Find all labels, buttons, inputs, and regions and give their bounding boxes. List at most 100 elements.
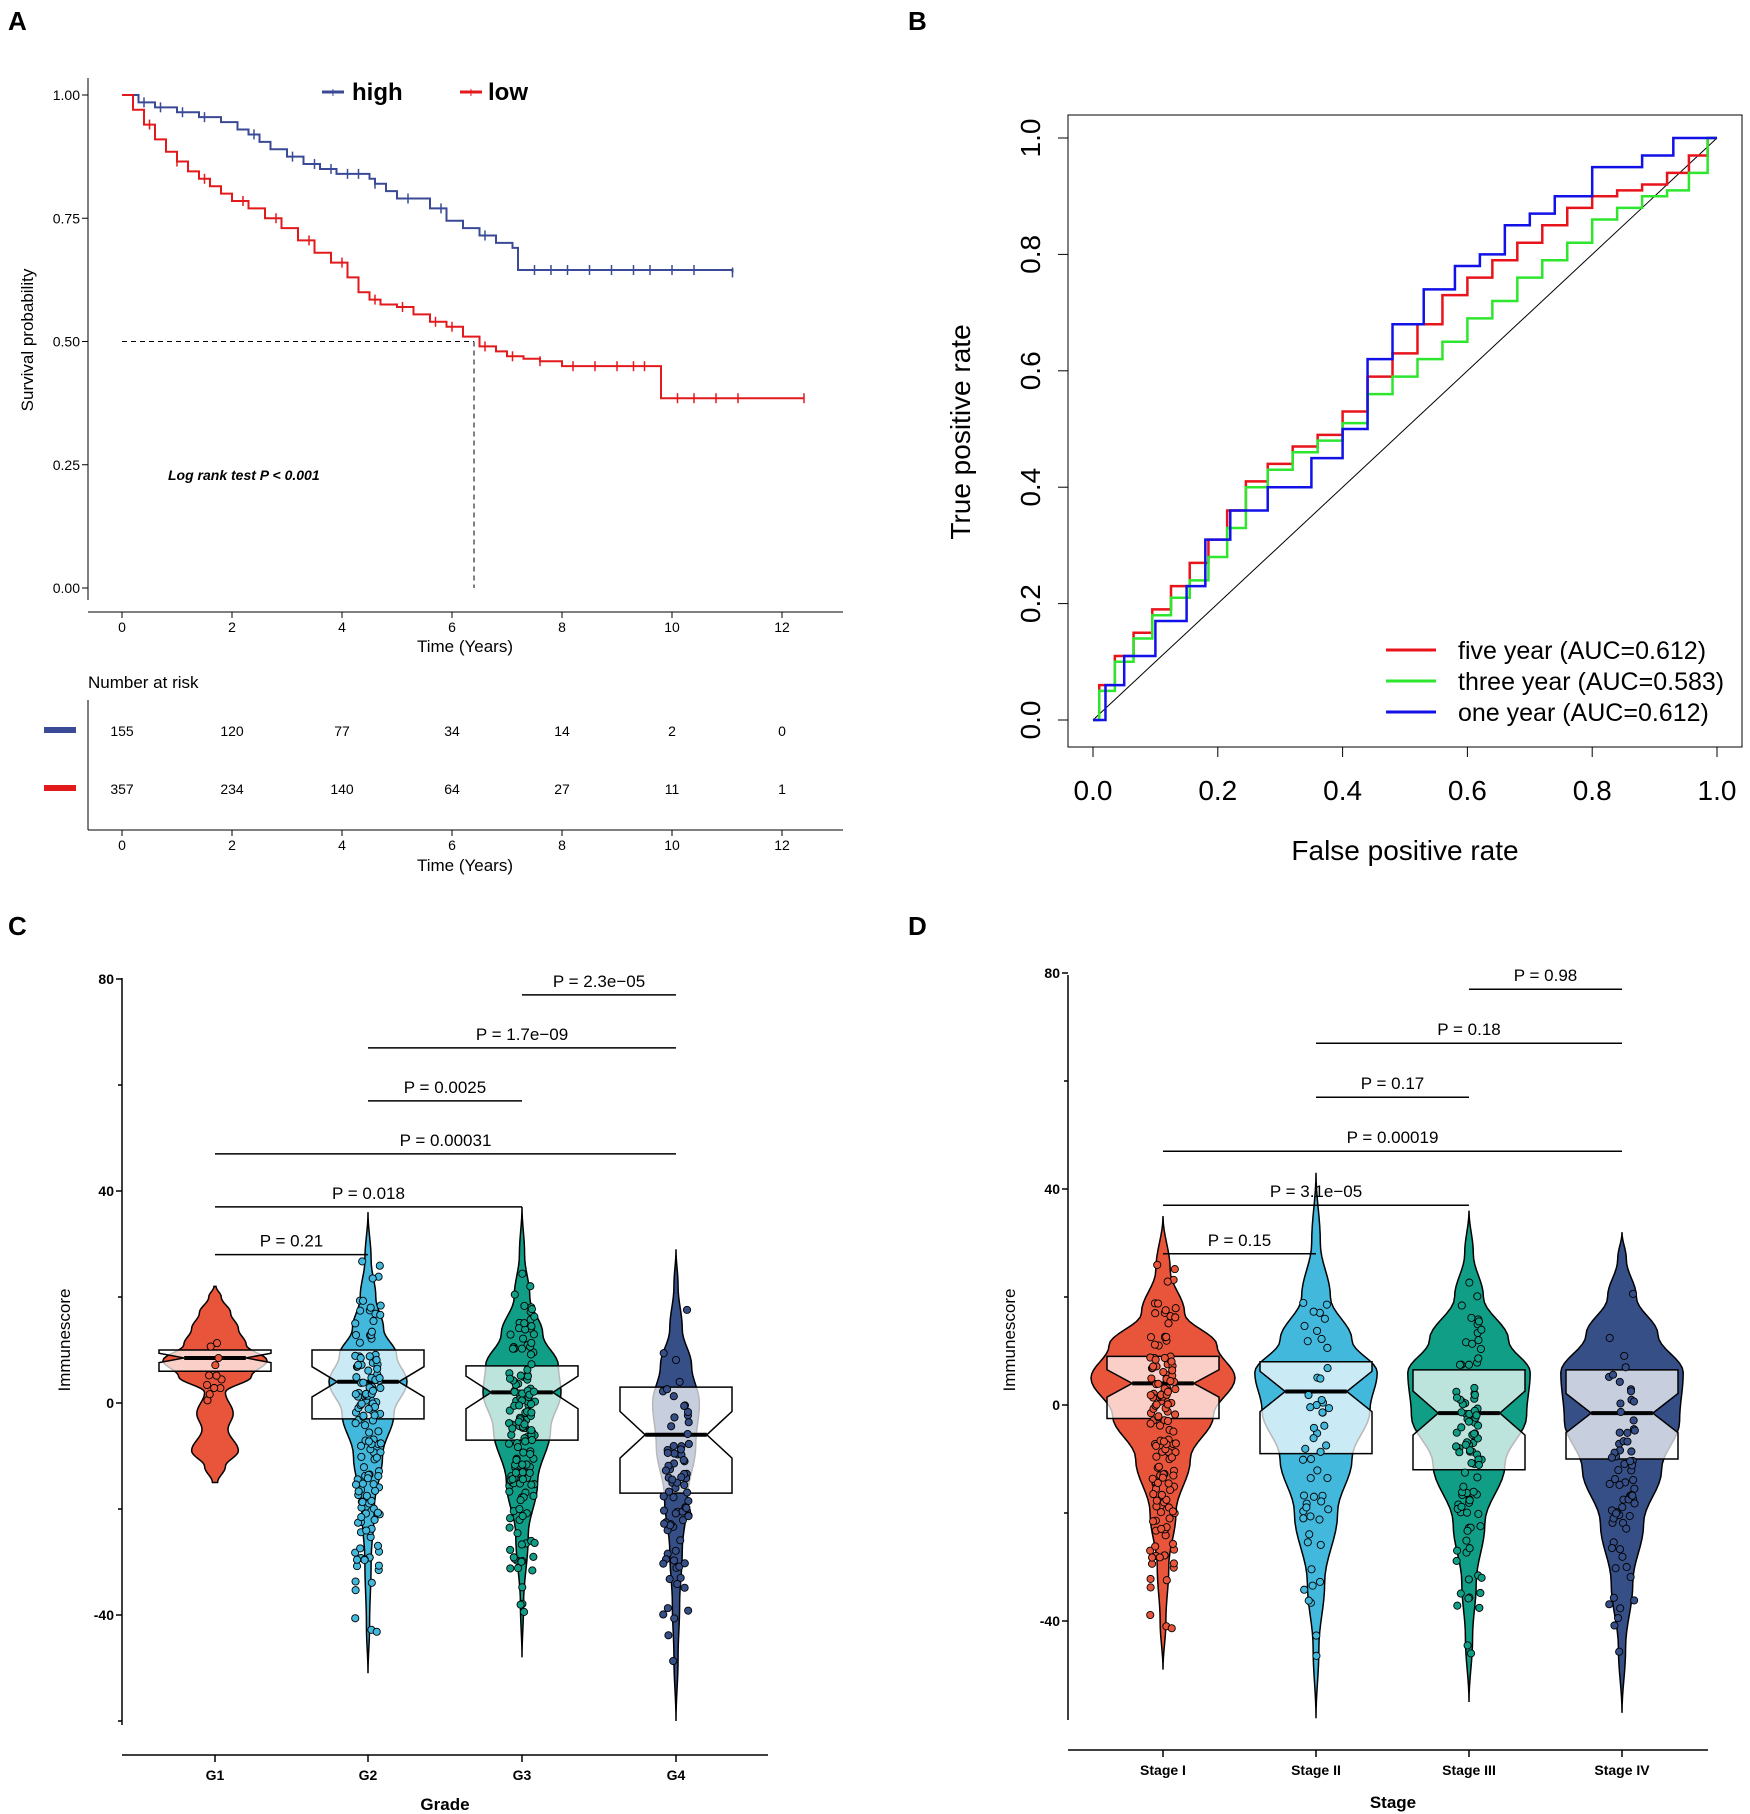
data-point [526,1282,535,1291]
risk-x-tick-label: 12 [774,837,790,853]
data-point [505,1523,514,1532]
data-point [1464,1417,1473,1426]
data-point [508,1424,517,1433]
violin-c-x-label: Grade [420,1795,469,1814]
data-point [205,1371,214,1380]
data-point [1457,1502,1466,1511]
data-point [1169,1471,1178,1480]
data-point [527,1360,536,1369]
data-point [1464,1575,1473,1584]
data-point [1625,1512,1634,1521]
data-point [212,1371,221,1380]
roc-diagonal [1092,137,1718,721]
data-point [1626,1457,1635,1466]
data-point [504,1439,514,1448]
km-y-label: Survival probability [18,268,37,411]
risk-count-high: 0 [778,723,786,739]
data-point [1316,1447,1325,1456]
data-point [1306,1474,1315,1483]
comparison-pvalue: P = 2.3e−05 [553,972,645,991]
data-point [1149,1362,1158,1371]
km-x-label: Time (Years) [417,637,513,656]
data-point [1303,1538,1312,1547]
data-point [1315,1515,1324,1524]
data-point [527,1305,536,1314]
data-point [676,1445,685,1454]
data-point [682,1503,691,1512]
km-x-tick-label: 8 [558,619,566,635]
data-point [1320,1314,1329,1323]
data-point [510,1290,519,1299]
data-point [372,1627,381,1636]
risk-x-label: Time (Years) [417,856,513,875]
violin-y-tick-label: 0 [106,1395,114,1411]
data-point [1153,1299,1163,1308]
data-point [1162,1576,1171,1585]
data-point [1169,1559,1178,1568]
data-point [527,1435,536,1445]
roc-y-tick-label: 0.6 [1015,351,1046,390]
risk-x-tick-label: 2 [228,837,236,853]
data-point [1162,1332,1171,1342]
data-point [353,1555,362,1564]
data-point [372,1355,381,1364]
data-point [354,1487,363,1496]
data-point [206,1342,215,1351]
data-point [1453,1546,1462,1555]
data-point [370,1411,379,1420]
data-point [517,1540,526,1549]
data-point [1615,1428,1624,1437]
data-point [1610,1475,1620,1484]
data-point [1152,1441,1161,1450]
data-point [1171,1313,1180,1322]
data-point [1301,1444,1310,1453]
data-point [1607,1453,1616,1462]
data-point [1630,1499,1639,1508]
data-point [1152,1496,1161,1505]
data-point [1608,1370,1618,1379]
data-point [1630,1596,1639,1605]
data-point [509,1553,518,1562]
data-point [1309,1307,1318,1316]
data-point [1152,1452,1161,1461]
roc-y-tick-label: 0.8 [1015,235,1046,274]
data-point [518,1583,527,1592]
data-point [1163,1387,1173,1396]
data-point [358,1257,367,1266]
data-point [365,1428,374,1437]
data-point [362,1526,371,1535]
data-point [659,1610,668,1619]
data-point [1306,1403,1315,1412]
data-point [362,1491,371,1500]
risk-count-high: 120 [220,723,244,739]
data-point [1165,1514,1174,1523]
roc-y-tick-label: 0.2 [1015,584,1046,623]
data-point [1171,1385,1180,1394]
roc-x-tick-label: 0.6 [1448,775,1487,806]
data-point [510,1387,519,1397]
comparison-pvalue: P = 0.018 [332,1184,405,1203]
data-point [1302,1503,1311,1512]
data-point [1629,1397,1638,1406]
data-point [1452,1428,1461,1437]
violin-c-y-label: Immunescore [55,1289,74,1392]
data-point [1466,1649,1476,1658]
data-point [518,1468,527,1477]
data-point [1465,1278,1474,1287]
roc-x-tick-label: 0.8 [1573,775,1612,806]
data-point [1461,1440,1470,1449]
box-g1 [158,1349,272,1372]
risk-count-low: 27 [554,781,570,797]
data-point [1322,1300,1331,1309]
data-point [358,1498,367,1507]
data-point [1154,1462,1163,1471]
data-point [354,1360,363,1370]
km-x-tick-label: 10 [664,619,680,635]
data-point [1323,1473,1332,1483]
km-y-tick-label: 0.00 [53,580,80,596]
data-point [356,1306,365,1315]
panel-a-label: A [8,6,27,36]
data-point [518,1460,527,1469]
data-point [521,1437,530,1446]
violin-x-tick-label: Stage IV [1594,1762,1650,1778]
